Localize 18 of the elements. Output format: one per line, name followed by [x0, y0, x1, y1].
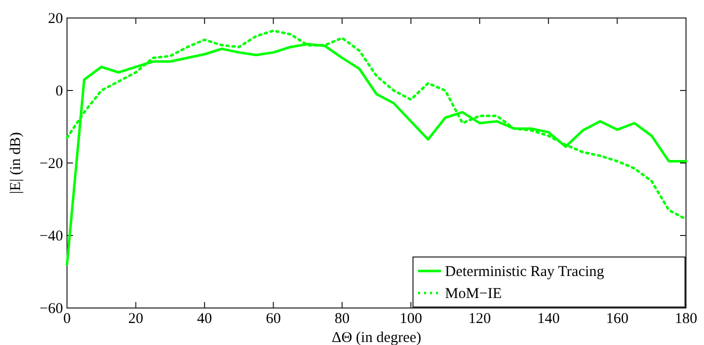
x-tick-label: 140 — [537, 311, 560, 327]
legend-label: Deterministic Ray Tracing — [445, 264, 605, 280]
x-tick-label: 60 — [266, 311, 281, 327]
x-tick-label: 80 — [334, 311, 350, 327]
y-tick-label: −60 — [40, 301, 63, 317]
y-tick-label: −40 — [40, 228, 63, 244]
x-axis-title: ΔΘ (in degree) — [332, 330, 422, 345]
y-tick-label: 20 — [48, 11, 63, 27]
legend-label: MoM−IE — [445, 286, 502, 302]
y-tick-label: 0 — [56, 84, 63, 100]
x-tick-label: 20 — [128, 311, 144, 327]
y-tick-label: −20 — [40, 156, 63, 172]
x-tick-label: 180 — [674, 311, 698, 327]
x-tick-label: 40 — [197, 311, 212, 327]
y-axis-title: |E| (in dB) — [8, 132, 24, 194]
x-tick-label: 120 — [468, 311, 491, 327]
x-tick-label: 160 — [606, 311, 628, 327]
x-tick-label: 100 — [400, 311, 422, 327]
